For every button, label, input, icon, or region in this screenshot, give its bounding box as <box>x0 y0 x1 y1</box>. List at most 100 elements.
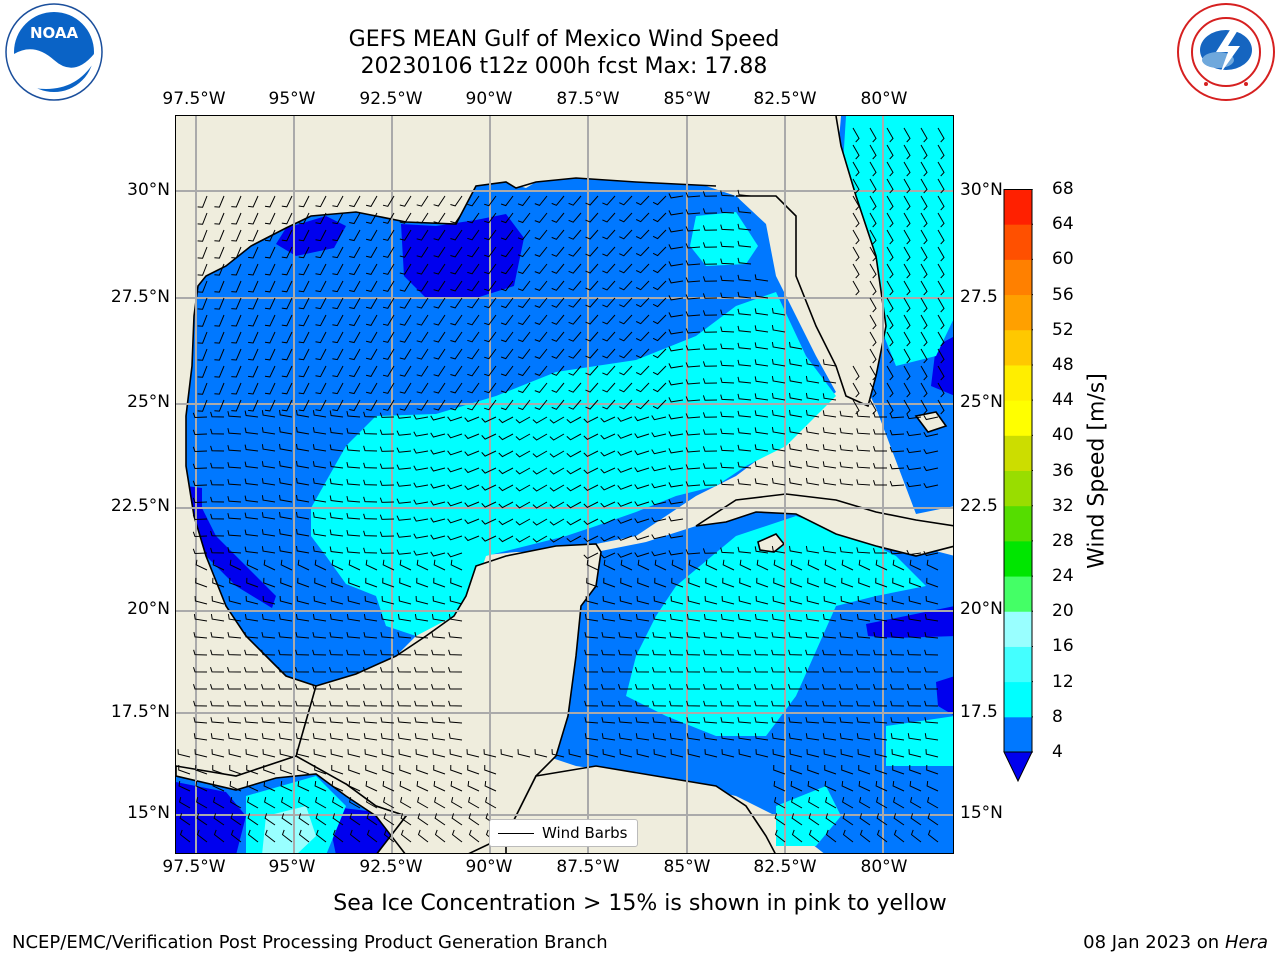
wind-barb <box>433 780 446 792</box>
wind-barb <box>365 365 378 377</box>
wind-barb <box>346 631 361 639</box>
lat-label-right: 15°N <box>960 803 1003 823</box>
wind-barb <box>500 263 514 275</box>
wind-barb <box>859 796 871 809</box>
wind-barb <box>517 399 531 411</box>
wind-barb <box>448 717 463 724</box>
wind-barb <box>280 780 293 792</box>
wind-barb <box>788 733 803 741</box>
wind-barb <box>937 178 945 194</box>
wind-barb <box>825 813 837 826</box>
wind-barb <box>600 416 616 423</box>
wind-barb <box>668 550 684 556</box>
wind-barb <box>414 631 429 639</box>
wind-barb <box>805 733 820 741</box>
wind-barb <box>396 498 412 504</box>
wind-barb <box>382 559 395 571</box>
wind-barb <box>651 534 667 540</box>
wind-barb <box>893 796 905 809</box>
wind-barb <box>584 717 599 724</box>
wind-barb <box>517 314 531 326</box>
strong-wind-zones <box>262 806 316 853</box>
wind-barb <box>890 700 905 707</box>
wind-barb <box>703 614 718 622</box>
wind-barb <box>618 733 633 741</box>
wind-barb <box>602 348 616 359</box>
wind-barb <box>635 631 650 639</box>
wind-barb <box>840 595 854 605</box>
colorbar-segment <box>1004 189 1032 225</box>
wind-barb <box>873 733 888 741</box>
wind-barb <box>906 413 922 420</box>
wind-barb <box>448 667 463 673</box>
wind-barb <box>534 331 548 342</box>
wind-barb <box>720 394 735 401</box>
wind-barb <box>329 667 344 673</box>
wind-barb <box>583 467 599 475</box>
us-gulf-land <box>176 116 836 776</box>
wind-barb <box>297 780 310 792</box>
wind-barb <box>484 399 497 411</box>
wind-barb <box>448 614 463 622</box>
wind-barb <box>583 535 599 543</box>
wind-barb <box>603 577 616 588</box>
wind-barb <box>314 559 327 571</box>
wind-barb <box>231 348 242 361</box>
colorbar-tick-label: 12 <box>1052 671 1074 692</box>
wind-barb <box>380 614 395 622</box>
wind-barb <box>483 749 497 758</box>
colorbar-under-extend <box>1003 751 1033 782</box>
wind-barb <box>720 258 735 265</box>
wind-barb <box>193 733 208 741</box>
wind-barb <box>413 431 429 437</box>
wind-barb <box>382 280 395 292</box>
wind-barb <box>685 413 701 419</box>
wind-barb <box>193 667 208 673</box>
wind-barb <box>842 796 854 809</box>
wind-barb <box>500 297 514 309</box>
wind-barb <box>737 546 752 554</box>
wind-barb <box>920 195 928 211</box>
wind-barb <box>214 399 225 412</box>
wind-barb <box>468 829 480 843</box>
wind-barb <box>379 514 395 520</box>
wind-barb <box>331 764 344 775</box>
wind-barb <box>869 144 877 160</box>
wind-barb <box>737 427 752 435</box>
wind-barb <box>875 780 888 792</box>
wind-barb <box>413 414 429 420</box>
wind-barb <box>652 614 667 622</box>
wind-barb <box>213 829 225 843</box>
wind-barb <box>298 829 310 843</box>
wind-barb <box>668 397 684 403</box>
wind-barb <box>261 684 275 690</box>
wind-barb <box>771 631 786 639</box>
wind-barb <box>889 429 905 436</box>
wind-barb <box>890 684 904 690</box>
wind-barb <box>431 733 446 741</box>
lon-label-top: 92.5°W <box>359 89 423 109</box>
wind-barb <box>789 443 803 452</box>
wind-barb <box>584 649 599 656</box>
wind-barb <box>363 496 378 503</box>
wind-barb <box>264 229 276 242</box>
wind-barb <box>414 717 429 724</box>
wind-barb <box>549 450 565 458</box>
wind-barb <box>702 361 718 367</box>
wind-barb <box>227 496 242 503</box>
wind-barb <box>329 529 344 537</box>
wind-barb <box>739 559 752 571</box>
wind-barb <box>617 535 633 541</box>
gridlines <box>176 116 953 853</box>
date-host: Hera <box>1224 932 1268 953</box>
wind-barb <box>178 764 191 775</box>
wind-barb <box>197 263 208 276</box>
wind-barb <box>685 328 701 334</box>
wind-barb <box>450 577 463 588</box>
wind-barb <box>312 461 327 469</box>
wind-barb <box>703 684 717 690</box>
wind-barb <box>177 749 191 758</box>
wind-barb <box>515 450 531 458</box>
wind-barb <box>618 684 632 690</box>
wind-barb <box>380 684 394 690</box>
